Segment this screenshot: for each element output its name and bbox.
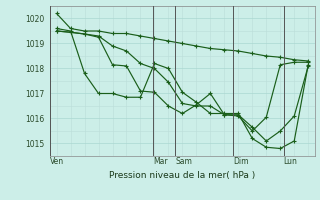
X-axis label: Pression niveau de la mer( hPa ): Pression niveau de la mer( hPa ) <box>109 171 256 180</box>
